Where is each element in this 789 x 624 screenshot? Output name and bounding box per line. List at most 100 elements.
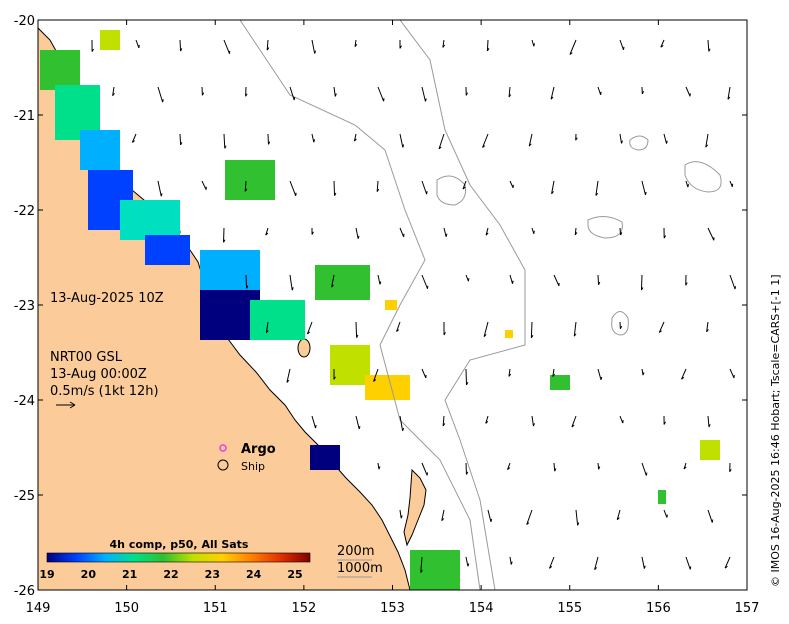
current-arrow-icon <box>157 86 164 103</box>
current-arrow-icon <box>706 321 709 333</box>
current-arrow-icon <box>267 133 271 145</box>
isobath-200m <box>239 20 481 590</box>
reef-contour <box>684 161 722 193</box>
sst-patch <box>550 375 570 390</box>
current-arrow-icon <box>465 556 470 567</box>
current-arrow-icon <box>571 415 577 428</box>
current-arrow-icon <box>483 321 489 337</box>
x-tick-label: 155 <box>557 601 582 616</box>
current-arrow-icon <box>201 86 205 96</box>
x-tick-label: 156 <box>646 601 671 616</box>
current-arrow-icon <box>421 368 427 379</box>
current-arrow-icon <box>663 133 668 144</box>
current-arrow-icon <box>553 462 557 472</box>
current-arrow-icon <box>705 133 709 148</box>
current-arrow-icon <box>179 133 183 146</box>
sst-patch <box>700 440 720 460</box>
sst-patch <box>145 235 190 265</box>
current-arrow-icon <box>399 227 405 238</box>
y-tick-label: -26 <box>14 584 35 599</box>
current-model-label: NRT00 GSL <box>50 350 123 365</box>
current-arrow-icon <box>531 227 535 234</box>
current-arrow-icon <box>509 274 514 284</box>
x-tick-label: 154 <box>469 601 494 616</box>
current-arrow-icon <box>223 133 227 149</box>
x-tick-label: 152 <box>291 601 316 616</box>
colorbar-tick-label: 20 <box>81 568 97 581</box>
current-arrow-icon <box>553 274 560 287</box>
current-arrow-icon <box>421 86 427 102</box>
colorbar-tick-label: 21 <box>122 568 137 581</box>
current-arrow-icon <box>311 227 314 235</box>
sst-patch <box>225 160 275 200</box>
current-arrow-icon <box>528 133 533 147</box>
current-arrow-icon <box>442 415 446 427</box>
current-arrow-icon <box>727 86 731 100</box>
current-arrow-icon <box>507 462 511 470</box>
sst-patch <box>40 50 80 90</box>
x-tick-label: 157 <box>735 601 760 616</box>
current-arrow-icon <box>681 368 687 380</box>
current-arrow-icon <box>685 556 692 570</box>
current-arrow-icon <box>377 462 381 470</box>
current-arrow-icon <box>333 368 336 380</box>
isobath-label-shallow: 200m <box>337 544 374 559</box>
current-scale-label: 0.5m/s (1kt 12h) <box>50 384 159 399</box>
latitude-axis: -20 -21 -22 -23 -24 -25 -26 <box>14 14 747 599</box>
isobath-1000m <box>399 20 526 590</box>
current-arrow-icon <box>526 509 533 525</box>
current-arrow-icon <box>549 556 555 569</box>
current-arrow-icon <box>619 133 623 144</box>
current-arrow-icon <box>707 227 715 241</box>
current-arrow-icon <box>265 227 269 236</box>
current-arrow-icon <box>333 180 337 196</box>
current-arrow-icon <box>333 86 337 97</box>
credit-text: © IMOS 16-Aug-2025 16:46 Hobart; Tscale=… <box>769 274 782 587</box>
reef-contour <box>629 135 649 151</box>
current-arrow-icon <box>530 321 534 339</box>
y-tick-label: -20 <box>14 14 35 29</box>
current-arrow-icon <box>509 180 514 189</box>
current-arrow-icon <box>663 415 666 425</box>
current-arrow-icon <box>245 86 248 97</box>
current-arrow-icon <box>354 39 358 47</box>
current-arrow-icon <box>663 227 667 239</box>
current-arrow-icon <box>575 509 580 526</box>
y-tick-label: -22 <box>14 204 35 219</box>
current-arrow-icon <box>396 321 401 332</box>
current-arrow-icon <box>685 180 689 188</box>
current-arrow-icon <box>244 180 248 192</box>
current-vectors <box>91 39 736 573</box>
colorbar-tick-label: 24 <box>246 568 262 581</box>
current-arrow-icon <box>377 86 385 102</box>
current-arrow-icon <box>421 462 428 476</box>
ship-label: Ship <box>241 460 265 473</box>
current-arrow-icon <box>266 39 270 51</box>
current-arrow-icon <box>112 86 115 97</box>
current-arrow-icon <box>443 227 448 237</box>
current-arrow-icon <box>306 321 313 335</box>
sst-pixels <box>40 30 720 590</box>
sst-patch <box>120 200 180 240</box>
colorbar <box>46 552 311 563</box>
x-tick-label: 151 <box>203 601 228 616</box>
current-arrow-icon <box>289 180 297 197</box>
colorbar-ticks: 19 20 21 22 23 24 25 <box>39 568 302 581</box>
sst-patch <box>505 330 513 338</box>
current-arrow-icon <box>508 368 512 377</box>
reef-contour <box>611 311 629 336</box>
current-arrow-icon <box>729 274 736 290</box>
longitude-axis: 149 150 151 152 153 154 155 156 157 <box>26 20 760 616</box>
current-arrow-icon <box>442 39 446 48</box>
current-arrow-icon <box>685 274 688 286</box>
y-tick-label: -24 <box>14 394 35 409</box>
fraser-island <box>403 468 427 547</box>
current-arrow-icon <box>376 180 380 192</box>
y-tick-label: -21 <box>14 109 35 124</box>
current-arrow-icon <box>573 321 577 337</box>
current-arrow-icon <box>421 274 429 289</box>
current-arrow-icon <box>616 509 621 521</box>
sst-patch <box>658 490 666 504</box>
colorbar-title: 4h comp, p50, All Sats <box>110 538 249 551</box>
current-arrow-icon <box>421 180 428 195</box>
